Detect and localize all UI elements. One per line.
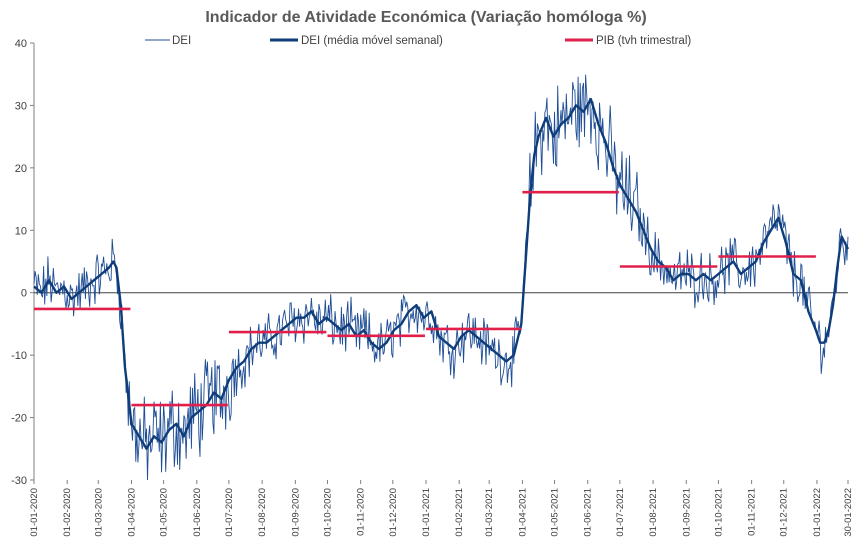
y-tick-label: 10 xyxy=(15,225,27,237)
x-tick-label: 01-06-2020 xyxy=(192,488,203,537)
legend-label-dei-ma: DEI (média móvel semanal) xyxy=(301,35,443,47)
x-tick-label: 30-01-2022 xyxy=(843,488,852,537)
x-tick-label: 01-11-2021 xyxy=(747,488,758,536)
x-tick-label: 01-02-2021 xyxy=(454,488,465,537)
x-tick-label: 01-12-2020 xyxy=(388,488,399,537)
y-tick-label: -10 xyxy=(11,350,27,362)
x-tick-label: 01-05-2020 xyxy=(159,488,170,537)
x-tick-label: 01-08-2021 xyxy=(648,488,659,537)
legend: DEI DEI (média móvel semanal) PIB (tvh t… xyxy=(145,35,691,47)
y-tick-label: 30 xyxy=(15,100,27,112)
legend-label-pib: PIB (tvh trimestral) xyxy=(596,35,691,47)
series-dei-daily xyxy=(33,74,849,481)
x-tick-label: 01-12-2021 xyxy=(779,488,790,537)
series-dei-moving-average xyxy=(33,97,850,450)
x-tick-label: 01-07-2021 xyxy=(615,488,626,537)
x-tick-label: 01-04-2021 xyxy=(517,488,528,537)
y-tick-label: 0 xyxy=(21,288,27,300)
x-tick-label: 01-02-2020 xyxy=(62,488,73,537)
x-tick-label: 01-03-2020 xyxy=(93,488,104,537)
x-tick-label: 01-04-2020 xyxy=(126,488,137,537)
y-tick-label: 20 xyxy=(15,163,27,175)
y-tick-label: 40 xyxy=(15,38,27,50)
y-tick-label: -30 xyxy=(11,475,27,487)
x-tick-label: 01-06-2021 xyxy=(583,488,594,537)
x-tick-label: 01-07-2020 xyxy=(224,488,235,537)
legend-label-dei: DEI xyxy=(172,35,191,47)
x-tick-label: 01-01-2022 xyxy=(812,488,823,537)
x-tick-label: 01-10-2020 xyxy=(322,488,333,537)
x-tick-label: 01-09-2020 xyxy=(290,488,301,537)
x-tick-label: 01-10-2021 xyxy=(713,488,724,537)
x-tick-label: 01-08-2020 xyxy=(257,488,268,537)
chart-title: Indicador de Atividade Económica (Variaç… xyxy=(205,9,646,26)
x-tick-label: 01-11-2020 xyxy=(356,488,367,536)
x-tick-label: 01-01-2021 xyxy=(421,488,432,537)
x-tick-label: 01-01-2020 xyxy=(29,488,40,537)
x-tick-label: 01-03-2021 xyxy=(484,488,495,537)
x-tick-label: 01-09-2021 xyxy=(681,488,692,537)
x-tick-label: 01-05-2021 xyxy=(550,488,561,537)
y-tick-label: -20 xyxy=(11,413,27,425)
